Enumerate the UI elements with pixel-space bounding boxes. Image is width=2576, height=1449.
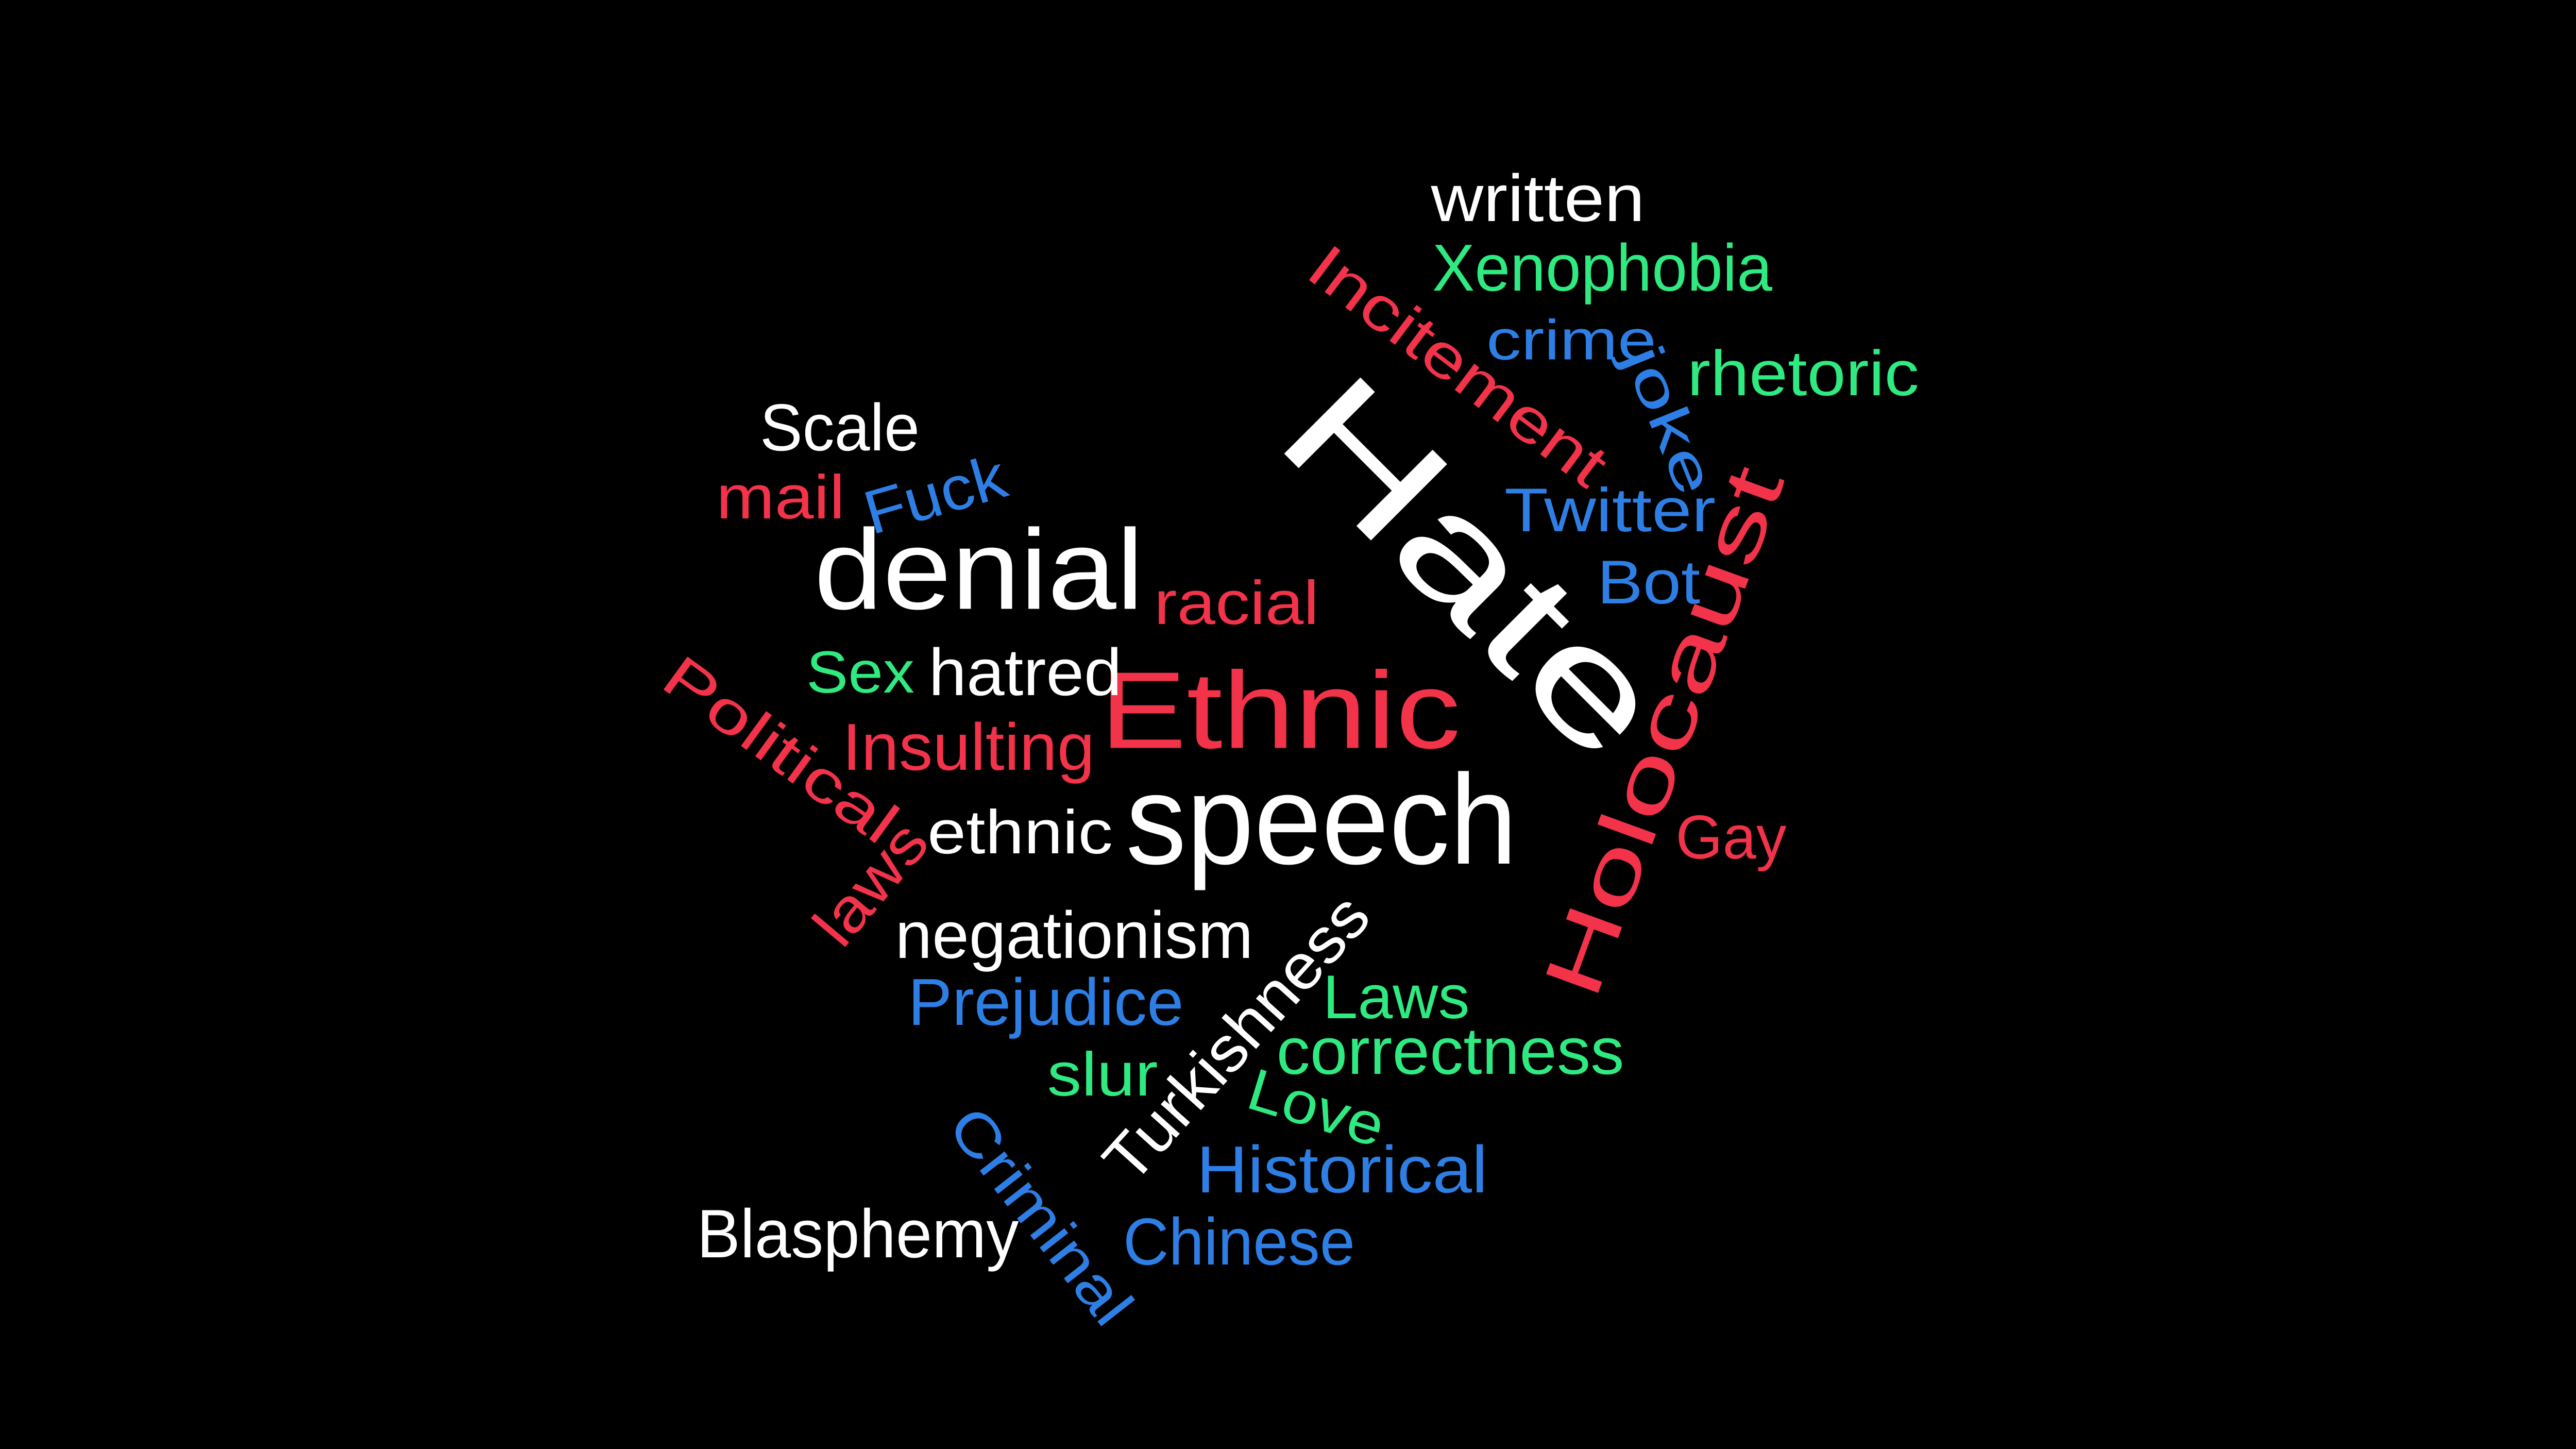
word-mail: mail: [716, 463, 845, 532]
word-ethnic-lower: ethnic: [927, 798, 1113, 867]
word-speech: speech: [1126, 748, 1517, 891]
word-denial: denial: [814, 506, 1144, 633]
word-negationism: negationism: [895, 898, 1253, 972]
word-laws-caps: Laws: [1323, 963, 1470, 1032]
word-historical: Historical: [1197, 1133, 1488, 1207]
word-racial: racial: [1154, 568, 1319, 637]
word-blasphemy: Blasphemy: [697, 1196, 1019, 1272]
word-written: written: [1430, 161, 1645, 235]
word-scale: Scale: [760, 391, 920, 465]
word-slur: slur: [1047, 1040, 1158, 1109]
word-sex: Sex: [806, 639, 914, 705]
word-bot: Bot: [1597, 548, 1700, 617]
word-gay: Gay: [1676, 803, 1787, 872]
word-prejudice: Prejudice: [908, 965, 1184, 1039]
word-xenophobia: Xenophobia: [1432, 231, 1772, 305]
word-insulting: Insulting: [842, 710, 1095, 784]
word-correctness: correctness: [1277, 1014, 1624, 1088]
word-twitter: Twitter: [1504, 476, 1716, 545]
word-chinese: Chinese: [1123, 1205, 1355, 1279]
word-crime: crime: [1486, 309, 1656, 372]
word-hatred: hatred: [929, 635, 1122, 710]
word-rhetoric: rhetoric: [1687, 338, 1919, 409]
word-ethnic-caps: Ethnic: [1100, 649, 1461, 771]
